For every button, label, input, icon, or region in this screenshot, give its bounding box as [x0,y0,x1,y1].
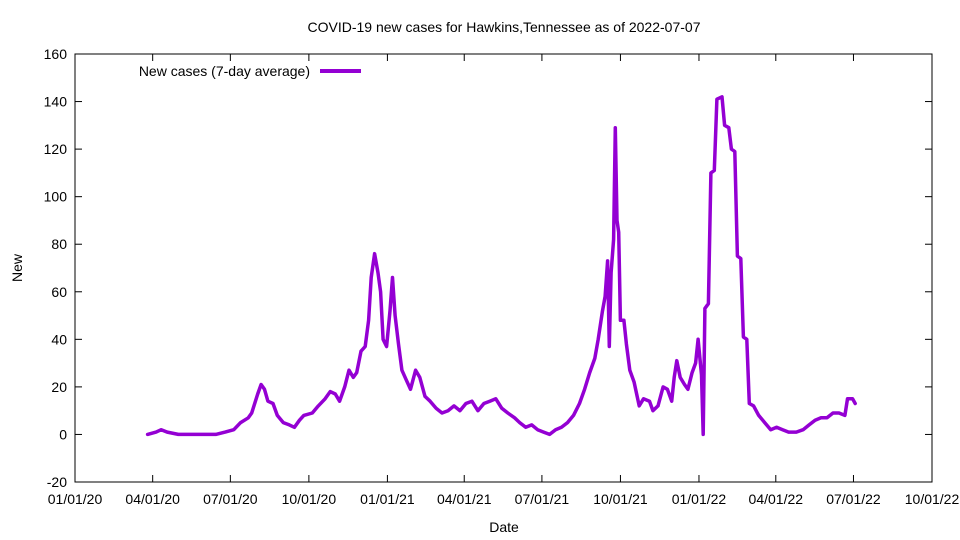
x-tick-label: 10/01/22 [905,491,960,507]
chart-title: COVID-19 new cases for Hawkins,Tennessee… [308,19,701,35]
y-tick-label: 0 [59,426,67,442]
y-tick-label: 160 [44,46,68,62]
y-tick-label: 100 [44,189,68,205]
x-tick-label: 04/01/20 [125,491,180,507]
y-axis: -20 0 20 40 60 80 100 120 140 160 [44,46,932,490]
x-tick-label: 04/01/22 [749,491,804,507]
series-line [145,95,857,437]
x-tick-label: 10/01/20 [282,491,337,507]
legend-label: New cases (7-day average) [139,63,310,79]
y-tick-label: -20 [47,474,67,490]
x-tick-label: 07/01/22 [826,491,881,507]
x-tick-label: 04/01/21 [437,491,492,507]
y-tick-label: 140 [44,94,68,110]
x-axis: 01/01/20 04/01/20 07/01/20 10/01/20 01/01/21… [48,54,960,507]
x-tick-label: 10/01/21 [593,491,648,507]
y-axis-label: New [9,253,25,282]
y-tick-label: 80 [51,236,67,252]
y-tick-label: 20 [51,379,67,395]
x-tick-label: 01/01/20 [48,491,103,507]
x-axis-label: Date [489,519,519,535]
x-tick-label: 01/01/22 [672,491,727,507]
x-tick-label: 01/01/21 [360,491,415,507]
x-tick-label: 07/01/20 [203,491,258,507]
y-tick-label: 40 [51,331,67,347]
x-tick-label: 07/01/21 [515,491,570,507]
series-layer [145,95,857,437]
plot-frame [74,53,933,483]
y-tick-label: 120 [44,141,68,157]
y-tick-label: 60 [51,284,67,300]
legend: New cases (7-day average) [139,63,361,79]
